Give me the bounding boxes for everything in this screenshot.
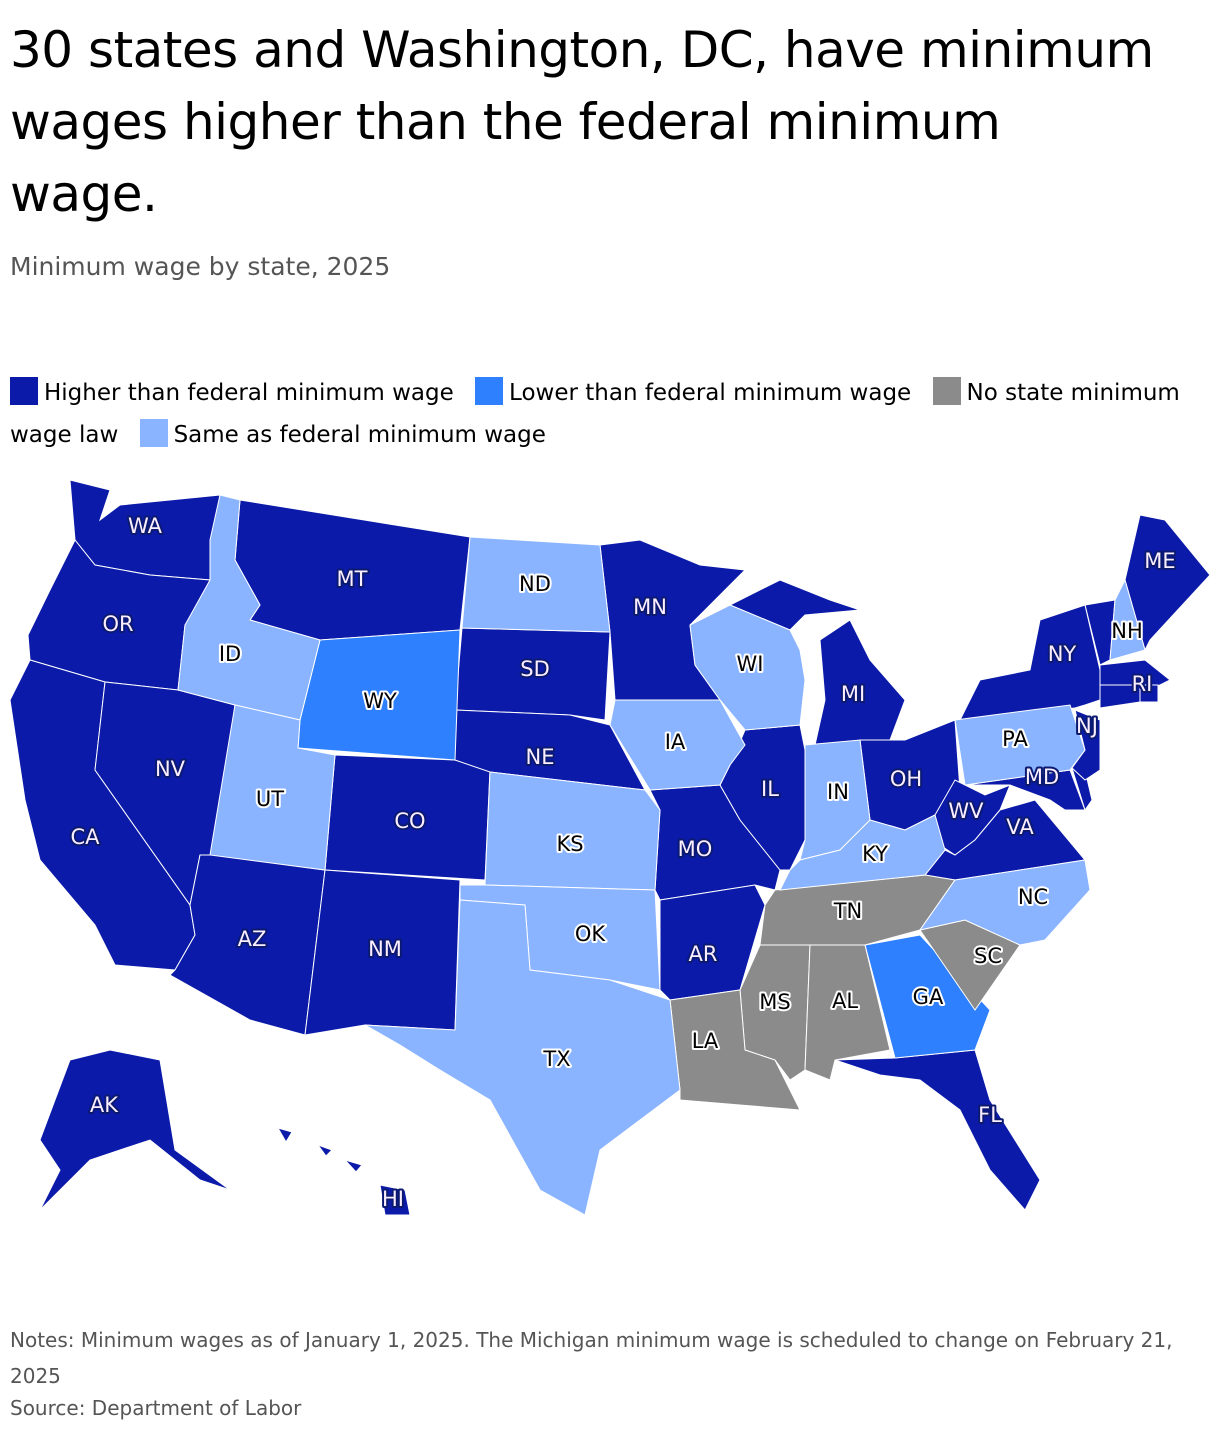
state — [954, 704, 1086, 786]
state-label: WV — [948, 799, 984, 823]
state-label: IL — [761, 777, 779, 801]
state — [1109, 578, 1146, 661]
state-label: AR — [689, 942, 718, 966]
state — [364, 899, 681, 1216]
state-label: NC — [1018, 885, 1048, 909]
state — [484, 771, 661, 891]
state — [343, 1159, 363, 1173]
legend-item: Lower than federal minimum wage — [475, 377, 912, 406]
state — [609, 699, 746, 791]
state-label: WY — [363, 689, 397, 713]
state-label: TN — [833, 899, 863, 923]
legend-swatch — [475, 377, 504, 405]
state-label: OR — [102, 612, 133, 636]
state — [864, 934, 991, 1059]
state-label: IA — [665, 730, 686, 754]
legend-item: No state minimum wage law — [10, 377, 1180, 448]
state — [1139, 684, 1159, 703]
legend-label: Same as federal minimum wage — [173, 422, 546, 448]
state-label: ME — [1144, 549, 1175, 573]
state-label: NH — [1111, 619, 1143, 643]
state-label: KY — [862, 842, 888, 866]
state — [379, 1184, 411, 1216]
state-label: AL — [832, 989, 858, 1013]
legend: Higher than federal minimum wage Lower t… — [10, 372, 1210, 456]
state-label: OH — [890, 767, 922, 791]
state — [918, 859, 1091, 946]
state-label: CA — [70, 825, 100, 849]
notes: Notes: Minimum wages as of January 1, 20… — [10, 1328, 1173, 1388]
state-label: VA — [1006, 815, 1034, 839]
state-label: RI — [1132, 672, 1153, 696]
state-label: UT — [256, 787, 284, 811]
state-label: NE — [526, 745, 555, 769]
legend-label: Higher than federal minimum wage — [44, 380, 454, 406]
legend-swatch — [932, 377, 961, 405]
state-label: AZ — [238, 927, 267, 951]
state-label: HI — [382, 1187, 404, 1211]
state-label: MD — [1025, 765, 1059, 789]
state — [759, 874, 956, 946]
state — [814, 619, 906, 746]
state-label: NM — [368, 937, 402, 961]
state — [959, 604, 1101, 721]
state-label: TX — [542, 1047, 570, 1071]
state-label: SC — [974, 944, 1002, 968]
state-label: PA — [1002, 727, 1028, 751]
state-label: IN — [827, 780, 849, 804]
title: 30 states and Washington, DC, have minim… — [10, 21, 1154, 223]
state-label: MO — [678, 837, 713, 861]
state — [39, 1049, 231, 1211]
state-label: MN — [633, 595, 667, 619]
state-label: MT — [337, 567, 368, 591]
state — [834, 1049, 1041, 1211]
legend-swatch — [10, 377, 38, 405]
legend-label: Lower than federal minimum wage — [509, 380, 912, 406]
state-label: CO — [394, 809, 425, 833]
state-label: MI — [841, 682, 865, 706]
state-label: ID — [219, 642, 241, 666]
subtitle: Minimum wage by state, 2025 — [10, 252, 391, 281]
state — [779, 814, 946, 891]
state — [276, 1127, 293, 1143]
state — [316, 1143, 333, 1157]
state-label: NY — [1048, 642, 1077, 666]
state — [209, 704, 336, 871]
state — [804, 944, 891, 1081]
state-label: WI — [737, 652, 764, 676]
state-label: ND — [519, 572, 551, 596]
state-label: NJ — [1076, 714, 1098, 738]
state-label: OK — [575, 922, 607, 946]
state-label: FL — [978, 1103, 1002, 1127]
state-label: KS — [556, 832, 583, 856]
state-label: GA — [913, 985, 944, 1009]
state-label: AK — [90, 1093, 119, 1117]
state-label: WA — [128, 514, 163, 538]
legend-label: No state minimum wage law — [10, 380, 1180, 448]
legend-swatch — [139, 419, 168, 447]
state — [669, 989, 801, 1111]
state — [461, 536, 611, 633]
state-label: NV — [155, 757, 186, 781]
source: Source: Department of Labor — [10, 1396, 302, 1420]
legend-item: Higher than federal minimum wage — [10, 377, 454, 406]
state-label: LA — [692, 1029, 719, 1053]
state — [689, 604, 806, 731]
state-label: MS — [759, 990, 790, 1014]
legend-item: Same as federal minimum wage — [139, 419, 546, 448]
state-label: SD — [520, 657, 550, 681]
